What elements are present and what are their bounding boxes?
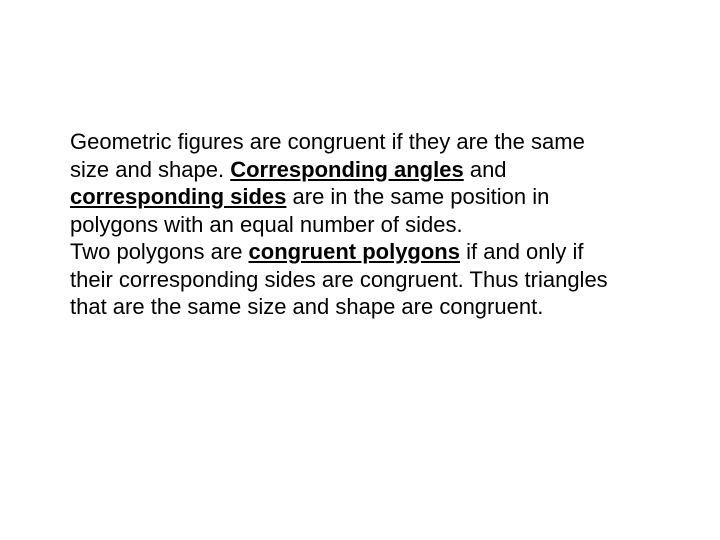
- body-text: Geometric figures are congruent if they …: [70, 128, 610, 321]
- term-corresponding-angles: Corresponding angles: [230, 157, 463, 182]
- term-corresponding-sides: corresponding sides: [70, 184, 286, 209]
- text-segment: and: [464, 157, 507, 182]
- text-segment: Two polygons are: [70, 239, 249, 264]
- slide-page: Geometric figures are congruent if they …: [0, 0, 720, 540]
- term-congruent-polygons: congruent polygons: [249, 239, 460, 264]
